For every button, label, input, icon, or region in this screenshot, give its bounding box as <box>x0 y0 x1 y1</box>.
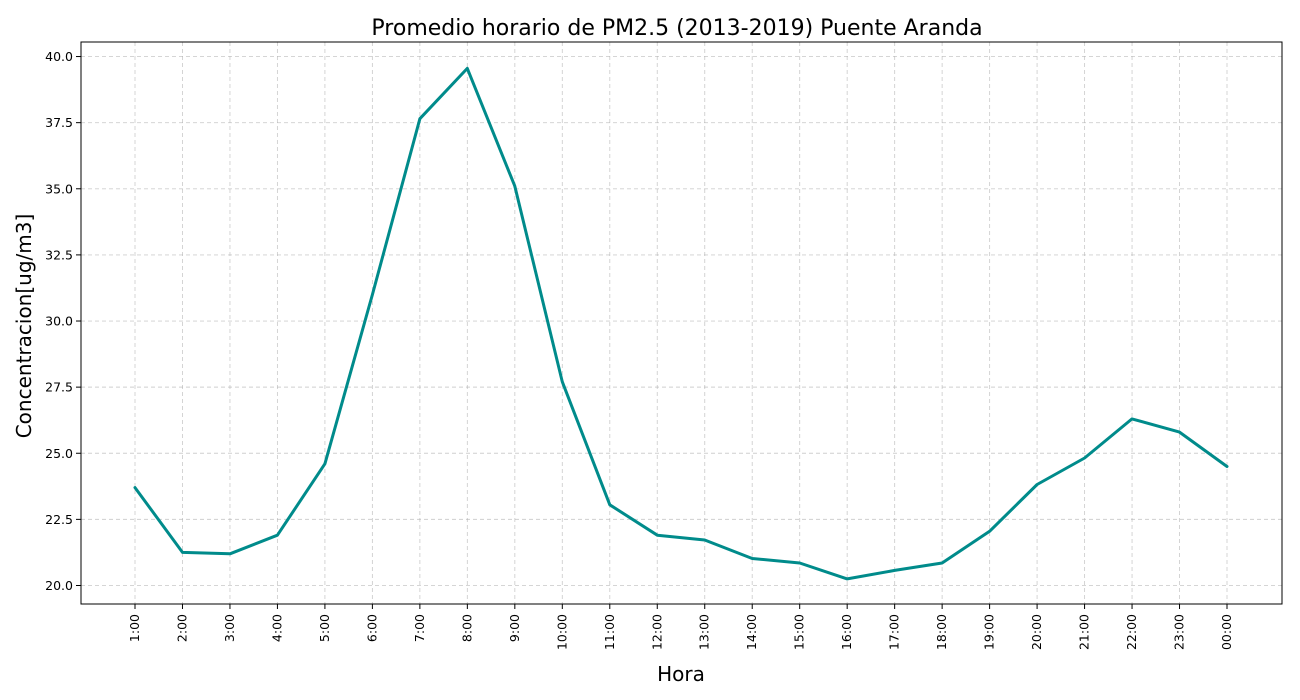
x-tick-label: 20:00 <box>1029 614 1044 650</box>
x-tick-label: 10:00 <box>554 614 569 650</box>
y-tick-label: 37.5 <box>45 115 73 130</box>
x-tick-label: 1:00 <box>127 614 142 642</box>
x-tick-label: 12:00 <box>649 614 664 650</box>
ticks: 1:00 2:00 3:00 4:00 5:00 6:00 7:00 8:00 9:00 10:0… <box>45 49 1234 650</box>
x-tick-label: 19:00 <box>982 614 997 650</box>
x-tick-label: 15:00 <box>792 614 807 650</box>
x-tick-label: 16:00 <box>839 614 854 650</box>
y-tick-label: 35.0 <box>45 181 73 196</box>
x-tick-label: 4:00 <box>269 614 284 642</box>
x-tick-label: 2:00 <box>174 614 189 642</box>
x-tick-label: 13:00 <box>697 614 712 650</box>
x-tick-label: 6:00 <box>364 614 379 642</box>
x-tick-label: 3:00 <box>222 614 237 642</box>
x-tick-label: 11:00 <box>602 614 617 650</box>
x-tick-label: 23:00 <box>1172 614 1187 650</box>
x-tick-label: 5:00 <box>317 614 332 642</box>
x-tick-label: 22:00 <box>1124 614 1139 650</box>
x-tick-label: 17:00 <box>887 614 902 650</box>
x-axis-label: Hora <box>657 662 705 686</box>
chart-title: Promedio horario de PM2.5 (2013-2019) Pu… <box>371 16 982 41</box>
y-tick-label: 40.0 <box>45 49 73 64</box>
x-tick-label: 21:00 <box>1077 614 1092 650</box>
x-tick-label: 00:00 <box>1219 614 1234 650</box>
series-line <box>133 66 1229 581</box>
y-tick-label: 20.0 <box>45 578 73 593</box>
y-tick-label: 30.0 <box>45 314 73 329</box>
x-tick-label: 7:00 <box>412 614 427 642</box>
x-tick-label: 14:00 <box>744 614 759 650</box>
x-tick-label: 18:00 <box>934 614 949 650</box>
y-tick-label: 25.0 <box>45 446 73 461</box>
series <box>133 66 1229 581</box>
x-tick-label: 8:00 <box>459 614 474 642</box>
x-tick-label: 9:00 <box>507 614 522 642</box>
grid <box>81 42 1282 604</box>
plot-frame <box>80 41 1283 605</box>
y-axis-label: Concentracion[ug/m3] <box>12 214 36 439</box>
y-tick-label: 32.5 <box>45 247 73 262</box>
y-tick-label: 27.5 <box>45 380 73 395</box>
y-tick-label: 22.5 <box>45 512 73 527</box>
